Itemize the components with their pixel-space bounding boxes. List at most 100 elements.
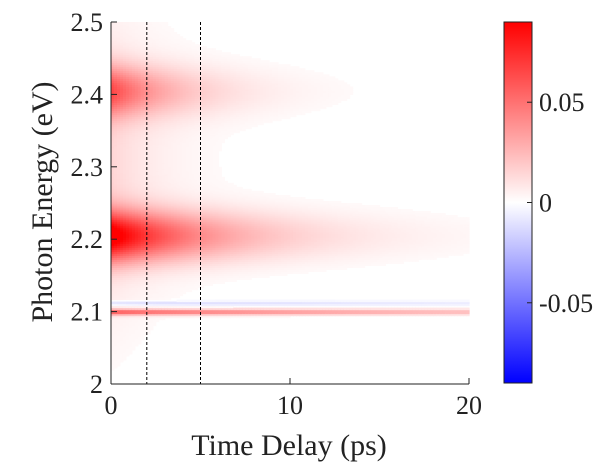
heatmap-cell — [179, 203, 184, 206]
heatmap-cell — [182, 221, 187, 224]
heatmap-cell — [185, 120, 190, 124]
heatmap-cell — [203, 166, 208, 170]
heatmap-cell — [128, 80, 133, 83]
heatmap-cell — [116, 329, 121, 333]
heatmap-cell — [152, 72, 157, 75]
heatmap-cell — [191, 132, 196, 136]
heatmap-cell — [176, 251, 181, 254]
heatmap-cell — [170, 156, 175, 160]
heatmap-cell — [146, 102, 151, 106]
heatmap-cell — [149, 205, 154, 208]
heatmap-cell — [134, 158, 139, 162]
heatmap-cell — [176, 160, 181, 164]
heatmap-cell — [170, 122, 175, 126]
heatmap-cell — [116, 221, 121, 224]
heatmap-cell — [116, 170, 121, 174]
heatmap-cell — [137, 341, 142, 345]
heatmap-cell — [140, 94, 145, 98]
heatmap-cell — [164, 251, 169, 254]
heatmap-cell — [203, 192, 208, 196]
heatmap-cell — [137, 98, 142, 102]
heatmap-cell — [128, 154, 133, 158]
heatmap-cell — [161, 261, 166, 264]
heatmap-cell — [209, 221, 214, 224]
heatmap-cell — [152, 28, 157, 31]
heatmap-cell — [194, 66, 199, 69]
heatmap-cell — [128, 54, 133, 57]
heatmap-cell — [128, 164, 133, 168]
heatmap-cell — [164, 279, 169, 283]
heatmap-cell — [111, 68, 115, 71]
heatmap-cell — [164, 223, 169, 226]
heatmap-cell — [167, 253, 172, 256]
heatmap-cell — [134, 315, 139, 319]
heatmap-cell — [140, 245, 145, 248]
heatmap-cell — [185, 48, 190, 51]
heatmap-cell — [176, 209, 181, 212]
heatmap-cell — [191, 70, 196, 73]
heatmap-cell — [170, 289, 175, 293]
heatmap-cell — [182, 303, 187, 307]
heatmap-cell — [155, 178, 160, 182]
heatmap-cell — [143, 321, 148, 325]
heatmap-cell — [200, 124, 205, 128]
heatmap-cell — [206, 66, 211, 69]
heatmap-cell — [152, 120, 157, 124]
heatmap-cell — [173, 251, 178, 254]
heatmap-cell — [152, 26, 157, 29]
heatmap-cell — [113, 84, 118, 87]
heatmap-cell — [188, 180, 193, 184]
heatmap-cell — [149, 114, 154, 118]
heatmap-cell — [146, 198, 151, 202]
heatmap-cell — [137, 182, 142, 186]
heatmap-cell — [137, 138, 142, 142]
heatmap-cell — [164, 84, 169, 87]
heatmap-cell — [134, 211, 139, 214]
heatmap-cell — [131, 176, 136, 180]
heatmap-cell — [113, 351, 118, 355]
heatmap-cell — [143, 74, 148, 77]
heatmap-cell — [194, 140, 199, 144]
heatmap-cell — [206, 80, 211, 83]
heatmap-cell — [119, 38, 124, 41]
heatmap-cell — [167, 249, 172, 252]
heatmap-cell — [146, 182, 151, 186]
heatmap-cell — [128, 219, 133, 222]
heatmap-cell — [137, 44, 142, 47]
heatmap-cell — [155, 196, 160, 200]
heatmap-cell — [182, 140, 187, 144]
heatmap-cell — [161, 82, 166, 85]
heatmap-cell — [113, 166, 118, 170]
heatmap-cell — [191, 128, 196, 132]
heatmap-cell — [116, 323, 121, 327]
heatmap-cell — [206, 221, 211, 224]
heatmap-cell — [152, 281, 157, 285]
heatmap-cell — [179, 68, 184, 71]
heatmap-cell — [191, 136, 196, 140]
heatmap-cell — [152, 215, 157, 218]
heatmap-cell — [185, 140, 190, 144]
heatmap-cell — [134, 104, 139, 108]
heatmap-cell — [116, 345, 121, 349]
heatmap-cell — [173, 120, 178, 124]
heatmap-cell — [134, 233, 139, 236]
heatmap-cell — [149, 106, 154, 110]
heatmap-cell — [113, 267, 118, 270]
heatmap-cell — [176, 168, 181, 172]
heatmap-cell — [143, 188, 148, 192]
heatmap-cell — [182, 194, 187, 198]
heatmap-cell — [203, 178, 208, 182]
heatmap-cell — [131, 207, 136, 210]
heatmap-cell — [111, 343, 115, 347]
heatmap-cell — [209, 269, 214, 272]
heatmap-cell — [194, 311, 199, 315]
heatmap-cell — [137, 132, 142, 136]
heatmap-cell — [140, 54, 145, 57]
heatmap-cell — [197, 140, 202, 144]
heatmap-cell — [131, 200, 136, 204]
heatmap-cell — [116, 307, 121, 311]
heatmap-cell — [179, 273, 184, 276]
heatmap-cell — [137, 249, 142, 252]
heatmap-cell — [191, 217, 196, 220]
heatmap-cell — [128, 243, 133, 246]
